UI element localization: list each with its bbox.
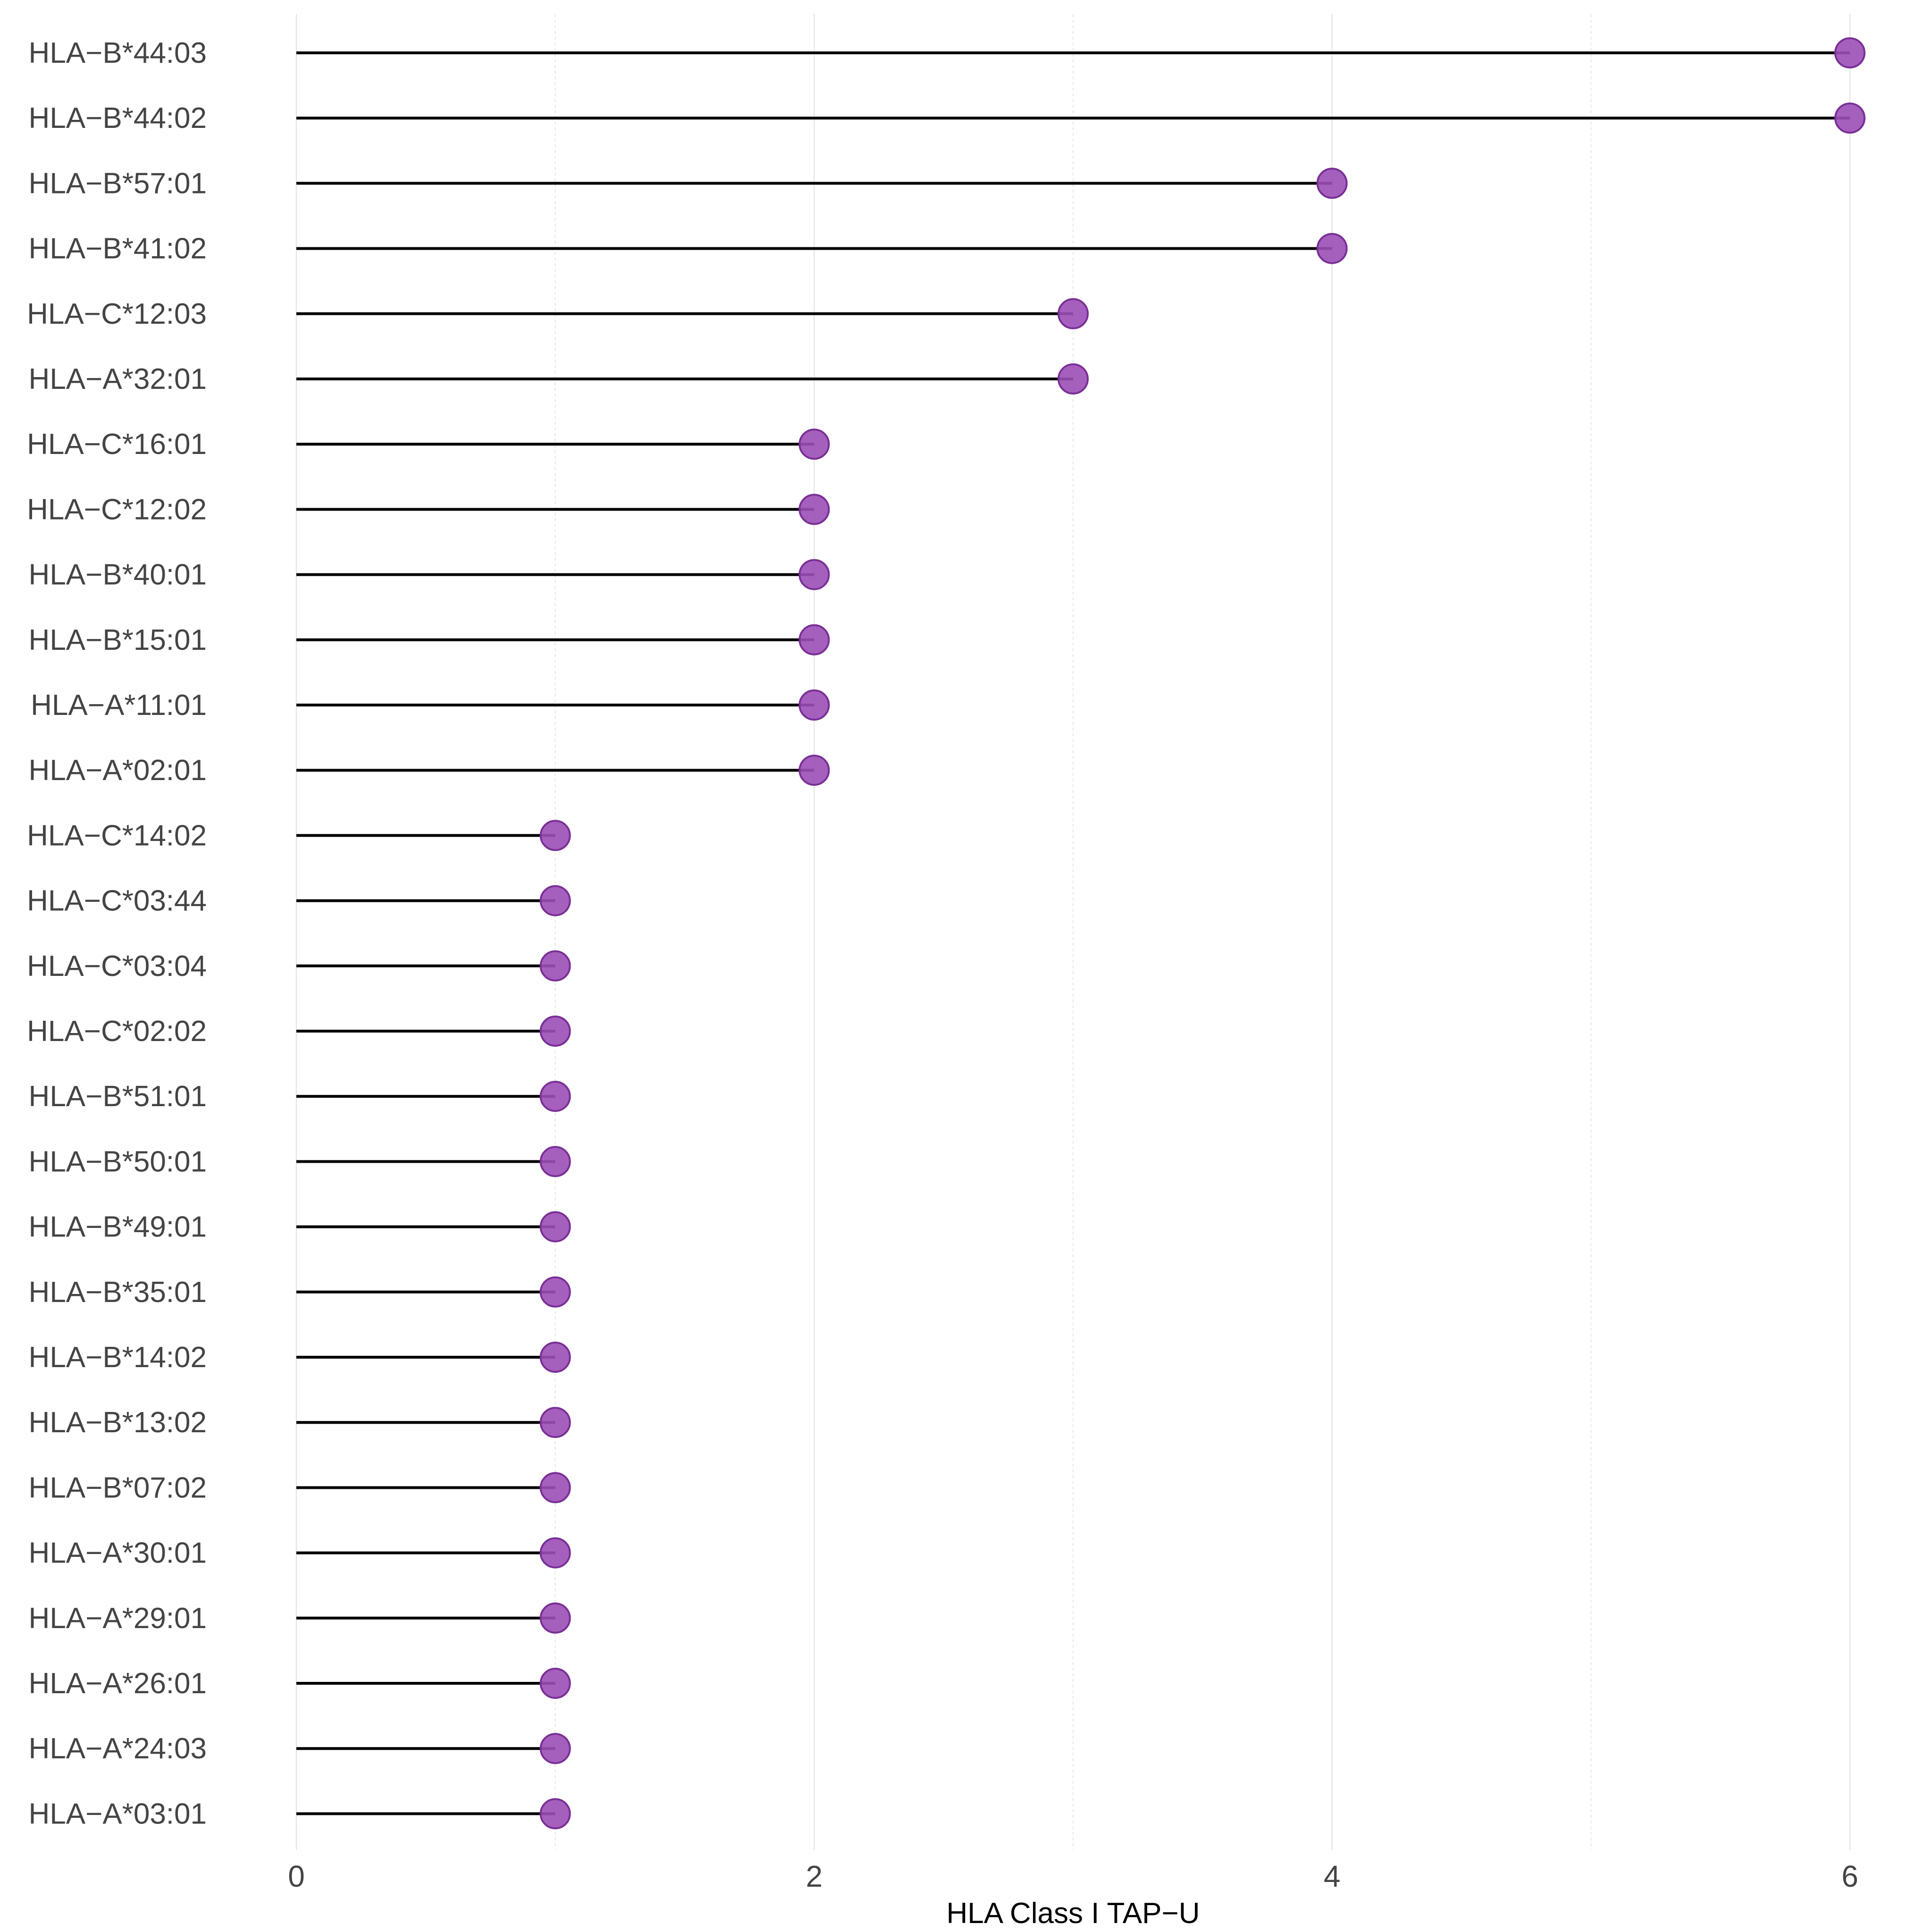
x-tick-label: 4: [1324, 1859, 1341, 1893]
y-tick-label: HLA−B*51:01: [29, 1080, 207, 1113]
y-tick-label: HLA−B*40:01: [29, 559, 207, 591]
y-tick-label: HLA−A*02:01: [29, 754, 207, 787]
y-tick-label: HLA−B*49:01: [29, 1211, 207, 1243]
y-tick-label: HLA−A*26:01: [29, 1667, 207, 1700]
y-tick-label: HLA−C*12:03: [27, 298, 207, 330]
y-tick-label: HLA−B*35:01: [29, 1276, 207, 1309]
lollipop-point: [1316, 233, 1348, 264]
y-tick-label: HLA−B*07:02: [29, 1471, 207, 1504]
x-axis-tick-labels: 0 2 4 6: [288, 1859, 1858, 1893]
grid-layer: [295, 14, 1851, 1850]
lollipop-point: [539, 1276, 571, 1308]
x-axis-title: HLA Class I TAP−U: [947, 1897, 1200, 1930]
y-tick-label: HLA−C*12:02: [27, 493, 207, 526]
y-tick-label: HLA−C*03:44: [27, 885, 207, 917]
y-tick-label: HLA−A*29:01: [29, 1602, 207, 1635]
x-tick-label: 0: [288, 1859, 305, 1893]
lollipop-point: [1058, 298, 1089, 329]
y-axis-tick-labels: HLA−B*44:03 HLA−B*44:02 HLA−B*57:01 HLA−B*4…: [27, 37, 207, 1830]
lollipop-point: [539, 1081, 571, 1112]
y-tick-label: HLA−B*44:03: [29, 37, 207, 69]
x-tick-label: 2: [806, 1859, 823, 1893]
x-tick-label: 6: [1841, 1859, 1858, 1893]
lollipop-point: [539, 1668, 571, 1699]
lollipop-point: [798, 624, 830, 655]
y-tick-label: HLA−B*13:02: [29, 1406, 207, 1439]
lollipop-point: [539, 885, 571, 916]
y-tick-label: HLA−A*11:01: [31, 689, 207, 722]
lollipop-point: [539, 1733, 571, 1764]
lollipop-point: [1316, 168, 1348, 199]
y-tick-label: HLA−A*24:03: [29, 1732, 207, 1765]
stem-layer: [296, 51, 1850, 1815]
y-tick-label: HLA−B*41:02: [29, 233, 207, 265]
lollipop-point: [1834, 37, 1865, 68]
lollipop-point: [539, 1798, 571, 1830]
lollipop-point: [539, 1342, 571, 1373]
y-tick-label: HLA−B*50:01: [29, 1145, 207, 1178]
y-tick-label: HLA−B*15:01: [29, 624, 207, 656]
y-tick-label: HLA−B*57:01: [29, 167, 207, 200]
lollipop-point: [798, 755, 830, 786]
y-tick-label: HLA−C*16:01: [27, 428, 207, 461]
lollipop-point: [539, 1407, 571, 1438]
lollipop-point: [539, 1146, 571, 1177]
y-tick-label: HLA−B*14:02: [29, 1341, 207, 1374]
lollipop-point: [798, 559, 830, 590]
y-tick-label: HLA−A*32:01: [29, 363, 207, 395]
lollipop-point: [539, 1537, 571, 1569]
y-tick-label: HLA−B*44:02: [29, 102, 207, 134]
y-tick-label: HLA−C*03:04: [27, 950, 207, 983]
lollipop-point: [539, 1016, 571, 1047]
lollipop-point: [539, 1472, 571, 1504]
lollipop-point: [798, 494, 830, 525]
y-tick-label: HLA−A*30:01: [29, 1537, 207, 1570]
y-tick-label: HLA−A*03:01: [29, 1798, 207, 1830]
lollipop-point: [539, 820, 571, 851]
y-tick-label: HLA−C*14:02: [27, 819, 207, 852]
lollipop-point: [539, 1211, 571, 1243]
dot-layer: [539, 37, 1865, 1830]
y-tick-label: HLA−C*02:02: [27, 1015, 207, 1048]
lollipop-point: [539, 1602, 571, 1634]
lollipop-point: [1058, 363, 1089, 395]
lollipop-point: [798, 689, 830, 721]
lollipop-point: [798, 428, 830, 460]
lollipop-point: [1834, 102, 1865, 134]
lollipop-point: [539, 950, 571, 982]
